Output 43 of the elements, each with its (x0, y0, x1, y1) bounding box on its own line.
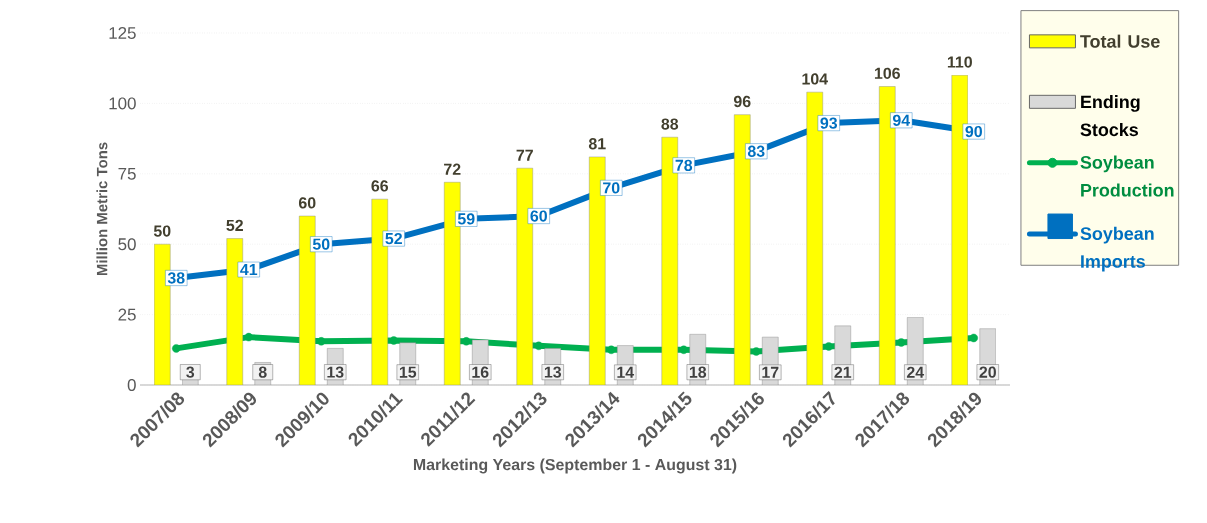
data-label: 18 (689, 366, 707, 378)
data-label: 3 (186, 366, 195, 378)
data-label: 15 (399, 366, 417, 378)
y-tick-label: 125 (109, 27, 136, 39)
legend-label: Soybean Production (1080, 155, 1174, 197)
data-label: 60 (298, 197, 316, 209)
data-label: 110 (947, 56, 972, 68)
legend-label: Total Use (1080, 34, 1160, 48)
data-label: 16 (472, 366, 489, 378)
data-label: 21 (834, 366, 852, 378)
data-label: 52 (385, 232, 402, 245)
data-label: 14 (617, 366, 635, 378)
legend-label: Soybean Imports (1080, 226, 1154, 272)
data-label: 78 (675, 159, 693, 171)
data-label: 83 (747, 145, 765, 157)
data-label: 90 (965, 125, 982, 138)
y-tick-label: 25 (118, 308, 136, 321)
data-label: 17 (762, 366, 779, 378)
y-tick-label: 0 (127, 379, 136, 391)
x-axis-title: Marketing Years (September 1 - August 31) (413, 458, 737, 474)
data-label: 66 (371, 180, 389, 192)
data-label: 24 (906, 366, 925, 378)
data-label: 13 (544, 366, 562, 378)
data-label: 50 (312, 238, 330, 250)
y-tick-label: 100 (109, 97, 136, 110)
data-label: 77 (516, 149, 533, 161)
data-label: 52 (226, 219, 243, 232)
data-label: 8 (258, 366, 267, 378)
y-axis-title: Million Metric Tons (96, 142, 108, 276)
data-label: 81 (588, 138, 606, 150)
data-label: 94 (892, 114, 911, 126)
data-label: 88 (661, 118, 679, 130)
y-tick-label: 75 (118, 167, 136, 180)
legend-label: Ending Stocks (1080, 95, 1140, 137)
data-label: 41 (240, 264, 258, 276)
data-label: 104 (802, 73, 828, 85)
data-label: 13 (327, 366, 344, 378)
data-label: 20 (979, 366, 996, 378)
data-label: 72 (444, 163, 461, 175)
data-label: 96 (733, 95, 751, 108)
data-label: 50 (153, 225, 171, 237)
y-tick-label: 50 (118, 238, 136, 251)
data-label: 106 (874, 67, 900, 79)
